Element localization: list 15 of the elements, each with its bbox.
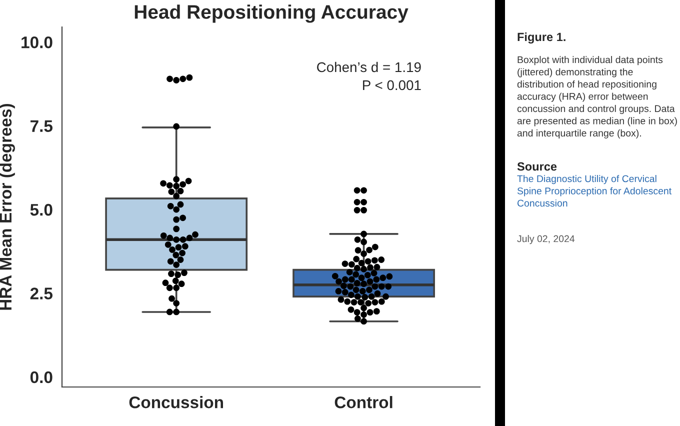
text: Boxplot with individual data points (jittered) demonstrating the distribution of head repositioning accuracy (HRA) error between concussion and control groups. Data are presented as median (line in box) and interquartile range (box). (517, 56, 677, 138)
text: Source (517, 162, 557, 171)
x-tick-label: Concussion (129, 396, 223, 408)
chart-title: Head Repositioning Accuracy (134, 4, 408, 23)
annotation: Cohen’s d = 1.19 (317, 62, 421, 72)
y-tick-label: 0.0 (30, 371, 52, 384)
text: The Diagnostic Utility of Cervical Spine Proprioception for Adolescent Concussion (517, 175, 672, 207)
x-tick-label: Control (334, 396, 392, 408)
y-tick-label: 5.0 (30, 204, 52, 216)
y-tick-label: 2.5 (30, 288, 53, 300)
text: Figure 1. (518, 32, 566, 44)
annotation: P < 0.001 (363, 80, 421, 90)
text: July 02, 2024 (517, 235, 575, 244)
y-tick-label: 7.5 (30, 120, 53, 132)
y-tick-label: 10.0 (22, 36, 52, 48)
